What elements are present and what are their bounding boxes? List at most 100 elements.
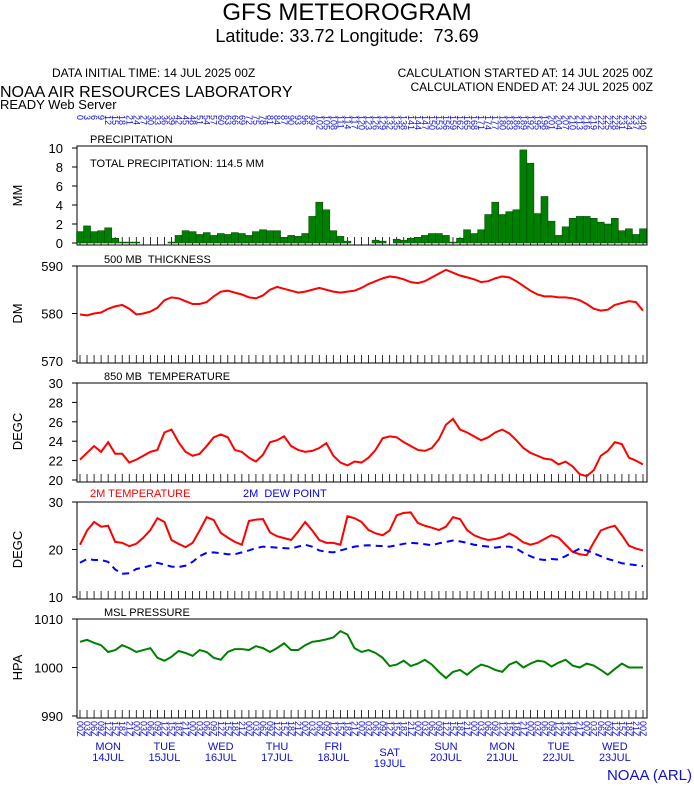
lab-name: NOAA AIR RESOURCES LABORATORY [0, 84, 293, 101]
bar [561, 226, 570, 244]
time-label: 06Z [202, 721, 212, 737]
y-axis-label: HPA [10, 654, 25, 680]
hour-label: 180 [497, 115, 507, 130]
day-label: WED [602, 741, 628, 753]
hour-label: 39 [166, 115, 176, 125]
time-label: 15Z [561, 721, 571, 737]
y-tick-label: 8 [56, 160, 63, 175]
time-label: 21Z [518, 721, 528, 737]
time-label: 06Z [89, 721, 99, 737]
hour-label: 33 [152, 115, 162, 125]
hour-label: 27 [138, 115, 148, 125]
hour-label: 171 [476, 115, 486, 130]
time-label: 09Z [547, 721, 557, 737]
bar [76, 231, 84, 244]
time-label: 21Z [575, 721, 585, 737]
bar [512, 209, 521, 244]
hour-label: 48 [188, 115, 198, 125]
time-label: 09Z [321, 721, 331, 737]
panel-frame [76, 382, 648, 483]
time-label: 21Z [462, 721, 472, 737]
hour-label: 9 [96, 115, 106, 120]
hour-label: 234 [624, 115, 634, 130]
hour-label: 30 [145, 115, 155, 125]
time-label: 06Z [258, 721, 268, 737]
footer: NOAA (ARL) [607, 767, 692, 784]
day-label: THU [266, 741, 289, 753]
bar [428, 233, 436, 244]
bar [202, 232, 211, 244]
y-tick-label: 1000 [34, 661, 63, 676]
hour-label: 42 [174, 115, 184, 125]
time-label: 21Z [293, 721, 303, 737]
time-label: 00Z [188, 721, 198, 737]
bar [392, 238, 401, 244]
time-label: 00Z [300, 721, 310, 737]
time-label: 15Z [335, 721, 345, 737]
bar [97, 230, 105, 244]
panel-frame [76, 501, 648, 600]
day-label: TUE [153, 741, 175, 753]
time-label: 09Z [265, 721, 275, 737]
y-tick-label: 6 [56, 179, 63, 194]
time-label: 03Z [251, 721, 261, 737]
day-label: SAT [379, 747, 400, 759]
hour-label: 231 [617, 115, 627, 130]
time-label: 00Z [244, 721, 254, 737]
bar [238, 233, 246, 244]
bar [90, 231, 98, 244]
title: GFS METEOROGRAM [222, 0, 471, 26]
data-line [79, 511, 644, 557]
hour-label: 90 [286, 115, 296, 125]
hour-label: 150 [427, 115, 437, 130]
legend-entry: 2M DEW POINT [243, 488, 327, 500]
day-label: SUN [434, 741, 457, 753]
bar [125, 241, 134, 244]
y-tick-label: 990 [41, 709, 63, 724]
date-label: 22JUL [543, 752, 575, 764]
day-label: MON [95, 741, 121, 753]
time-label: 12Z [441, 721, 451, 737]
hour-label: 132 [385, 115, 395, 130]
bar [533, 213, 542, 244]
hour-label: 6 [89, 115, 99, 120]
hour-label: 108 [328, 115, 338, 130]
hour-label: 21 [124, 115, 134, 125]
time-label: 18Z [511, 721, 521, 737]
time-label: 21Z [237, 721, 247, 737]
y-tick-label: 22 [49, 454, 63, 469]
hour-label: 183 [504, 115, 514, 130]
time-label: 09Z [603, 721, 613, 737]
bar [371, 239, 380, 244]
y-tick-label: 1010 [34, 612, 63, 627]
bar [456, 238, 464, 244]
bar [301, 233, 309, 244]
annotation: TOTAL PRECIPITATION: 114.5 MM [90, 158, 264, 170]
time-label: 00Z [582, 721, 592, 737]
time-label: 15Z [279, 721, 289, 737]
y-tick-label: 26 [49, 415, 63, 430]
time-label: 15Z [392, 721, 402, 737]
hour-label: 84 [272, 115, 282, 125]
time-label: 06Z [371, 721, 381, 737]
hour-label: 174 [483, 115, 493, 130]
hour-label: 117 [349, 115, 359, 129]
hour-label: 237 [631, 115, 641, 130]
hour-label: 51 [195, 115, 205, 125]
time-label: 15Z [504, 721, 514, 737]
hour-label: 213 [575, 115, 585, 130]
hour-label: 204 [554, 115, 564, 130]
bar [287, 235, 295, 244]
hour-label: 219 [589, 115, 599, 130]
bar [322, 209, 331, 244]
hour-label: 135 [392, 115, 402, 130]
time-label: 03Z [138, 721, 148, 737]
bar [568, 218, 577, 244]
hour-label: 96 [300, 115, 310, 125]
day-label: TUE [548, 741, 570, 753]
y-tick-label: 28 [49, 395, 63, 410]
y-tick-label: 30 [49, 376, 63, 391]
panel-title: PRECIPITATION [90, 134, 173, 146]
y-tick-label: 24 [49, 434, 63, 449]
